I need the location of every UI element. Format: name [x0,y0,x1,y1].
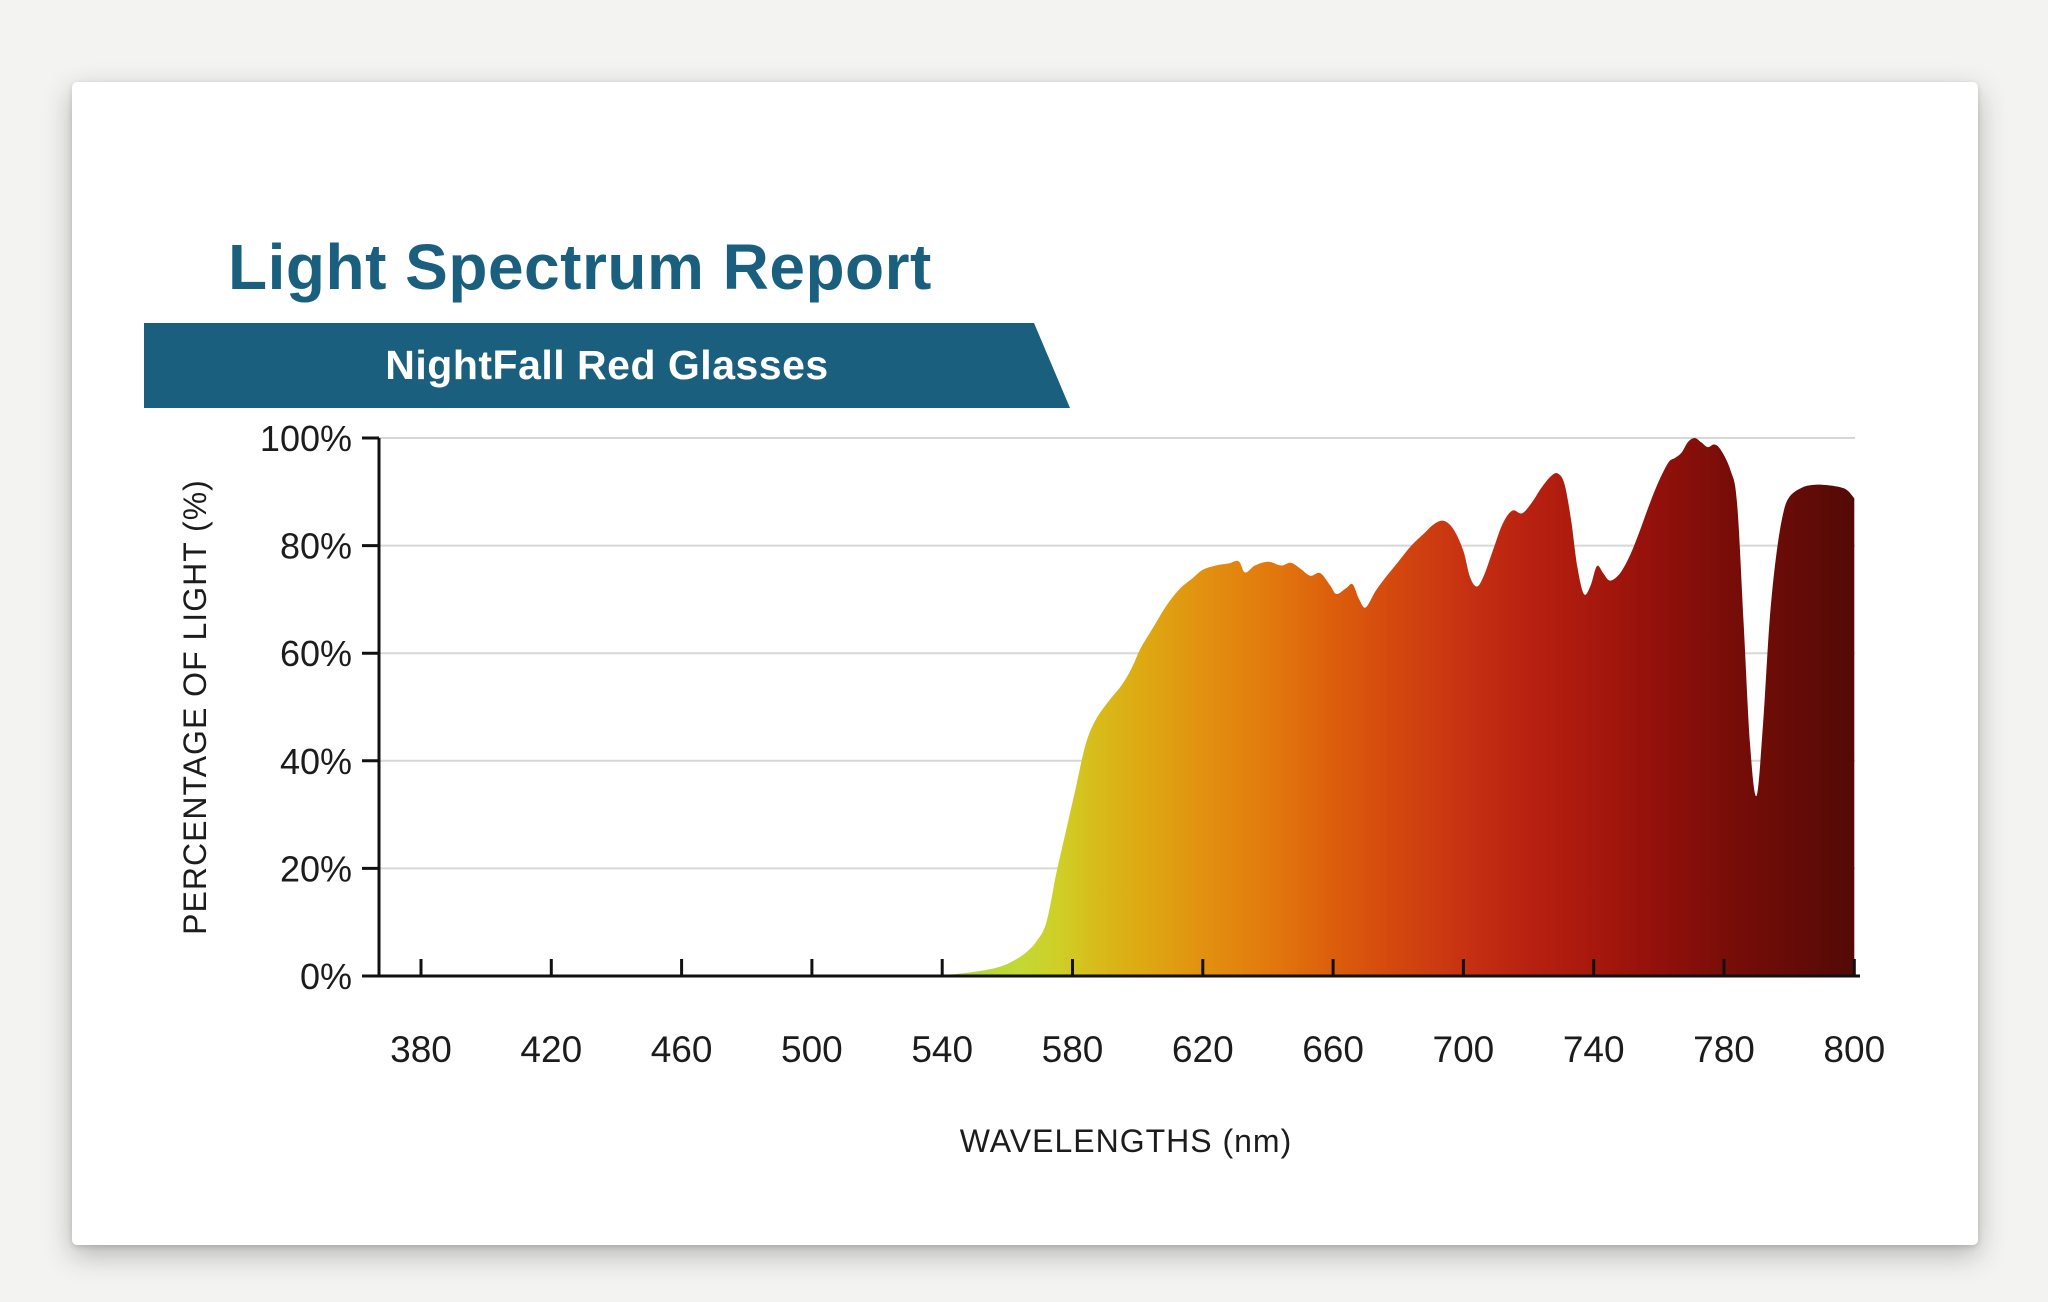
y-tick-label-100: 100% [260,418,352,459]
y-tick-label-80: 80% [280,526,352,567]
page-title: Light Spectrum Report [228,231,932,303]
x-axis-title: WAVELENGTHS (nm) [960,1123,1292,1159]
x-tick-label-420: 420 [520,1029,582,1070]
x-tick-label-500: 500 [781,1029,843,1070]
y-tick-label-20: 20% [280,848,352,889]
y-tick-label-60: 60% [280,633,352,674]
x-tick-label-540: 540 [911,1029,973,1070]
x-tick-label-580: 580 [1042,1029,1104,1070]
transmission-area-series [379,437,1855,976]
product-banner: NightFall Red Glasses [144,323,1070,408]
y-tick-label-40: 40% [280,741,352,782]
x-tick-label-780: 780 [1693,1029,1755,1070]
y-axis-title: PERCENTAGE OF LIGHT (%) [177,479,213,935]
x-tick-label-660: 660 [1302,1029,1364,1070]
x-tick-label-800: 800 [1823,1029,1885,1070]
y-tick-label-0: 0% [300,956,352,997]
x-tick-label-620: 620 [1172,1029,1234,1070]
x-tick-label-700: 700 [1433,1029,1495,1070]
x-tick-label-740: 740 [1563,1029,1625,1070]
x-tick-label-380: 380 [390,1029,452,1070]
x-tick-label-460: 460 [651,1029,713,1070]
product-banner-label: NightFall Red Glasses [385,342,829,388]
